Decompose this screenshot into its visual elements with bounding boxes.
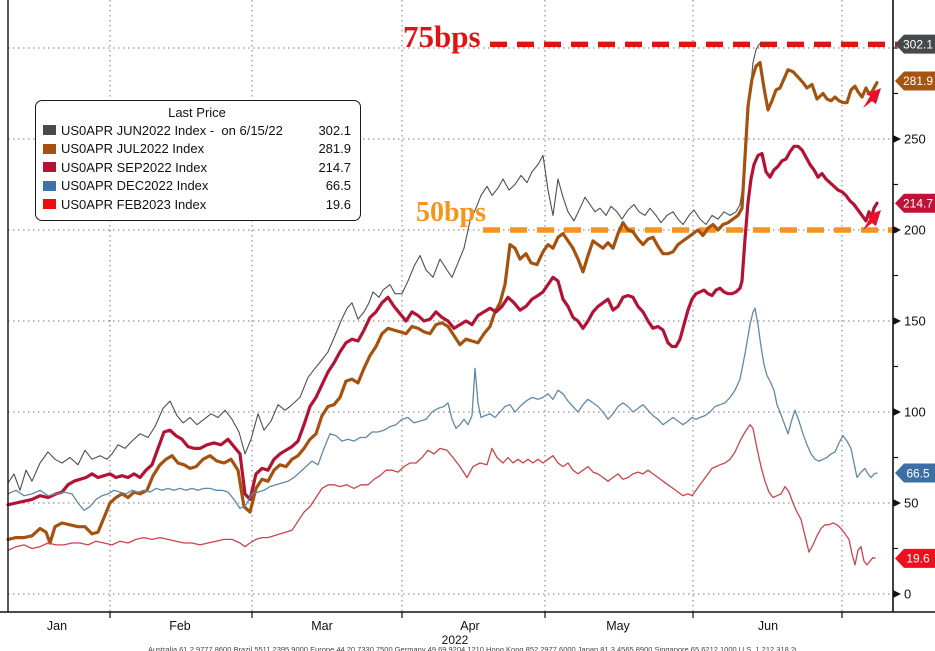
legend-swatch bbox=[43, 180, 56, 191]
x-tick-label-month: May bbox=[606, 619, 630, 633]
legend-item: US0APR DEC2022 Index 66.5 bbox=[43, 177, 351, 196]
y-tick-label: 0 bbox=[904, 587, 911, 602]
legend-series-name: US0APR DEC2022 Index bbox=[61, 178, 209, 194]
x-tick-label-month: Jun bbox=[758, 619, 778, 633]
legend-item: US0APR SEP2022 Index 214.7 bbox=[43, 158, 351, 177]
terminal-footer-text: Australia 61 2 9777 8600 Brazil 5511 239… bbox=[148, 645, 796, 651]
legend-series-value: 66.5 bbox=[325, 178, 351, 194]
series-end-arrow bbox=[863, 88, 881, 109]
legend-series-name: US0APR SEP2022 Index bbox=[61, 159, 207, 175]
price-tag-value: 66.5 bbox=[906, 466, 930, 480]
y-tick-arrow-icon bbox=[893, 408, 901, 416]
legend-series-value: 302.1 bbox=[318, 122, 351, 138]
annotation-75bps: 75bps bbox=[403, 19, 481, 54]
price-tag bbox=[895, 193, 935, 213]
series-line-dec2022 bbox=[7, 307, 878, 511]
series-line-feb2023 bbox=[7, 424, 876, 566]
y-tick-arrow-icon bbox=[893, 317, 901, 325]
legend-series-value: 214.7 bbox=[318, 159, 351, 175]
y-tick-arrow-icon bbox=[893, 499, 901, 507]
legend-title: Last Price bbox=[168, 105, 226, 120]
x-axis-year-label: 2022 bbox=[441, 633, 469, 647]
y-tick-arrow-icon bbox=[893, 226, 901, 234]
y-tick-label: 100 bbox=[904, 405, 926, 420]
y-tick-label: 250 bbox=[904, 132, 926, 147]
price-tag-value: 281.9 bbox=[903, 74, 933, 88]
x-tick-label-month: Mar bbox=[311, 619, 333, 633]
price-tag bbox=[895, 71, 935, 91]
x-tick-label-month: Apr bbox=[460, 619, 479, 633]
legend-item: US0APR JUN2022 Index - on 6/15/22 302.1 bbox=[43, 121, 351, 140]
legend-item: US0APR FEB2023 Index 19.6 bbox=[43, 195, 351, 214]
legend-box: Last Price US0APR JUN2022 Index - on 6/1… bbox=[35, 100, 361, 221]
price-tag bbox=[895, 463, 935, 483]
y-tick-label: 150 bbox=[904, 314, 926, 329]
legend-series-name: US0APR JUL2022 Index bbox=[61, 141, 205, 157]
price-tag-value: 302.1 bbox=[903, 37, 933, 51]
y-tick-label: 50 bbox=[904, 496, 918, 511]
price-tag bbox=[895, 548, 935, 568]
price-tag bbox=[895, 34, 935, 54]
series-line-jun2022 bbox=[7, 41, 766, 491]
legend-swatch bbox=[43, 162, 56, 173]
series-line-sep2022 bbox=[6, 144, 879, 507]
legend-swatch bbox=[43, 143, 56, 154]
legend-swatch bbox=[43, 125, 56, 136]
legend-series-name: US0APR FEB2023 Index bbox=[61, 196, 207, 212]
annotation-50bps: 50bps bbox=[416, 197, 487, 228]
x-tick-label-month: Jan bbox=[47, 619, 67, 633]
y-tick-label: 200 bbox=[904, 223, 926, 238]
legend-item: US0APR JUL2022 Index 281.9 bbox=[43, 140, 351, 159]
y-tick-arrow-icon bbox=[893, 135, 901, 143]
series-line-jul2022 bbox=[6, 60, 879, 545]
legend-series-value: 281.9 bbox=[318, 141, 351, 157]
x-tick-label-month: Feb bbox=[169, 619, 191, 633]
price-tag-value: 214.7 bbox=[903, 197, 933, 211]
y-tick-arrow-icon bbox=[893, 590, 901, 598]
price-tag-value: 19.6 bbox=[906, 552, 930, 566]
legend-swatch bbox=[43, 199, 56, 210]
series-end-arrow bbox=[863, 210, 881, 231]
legend-series-value: 19.6 bbox=[325, 196, 351, 212]
legend-series-name: US0APR JUN2022 Index - on 6/15/22 bbox=[61, 122, 283, 138]
